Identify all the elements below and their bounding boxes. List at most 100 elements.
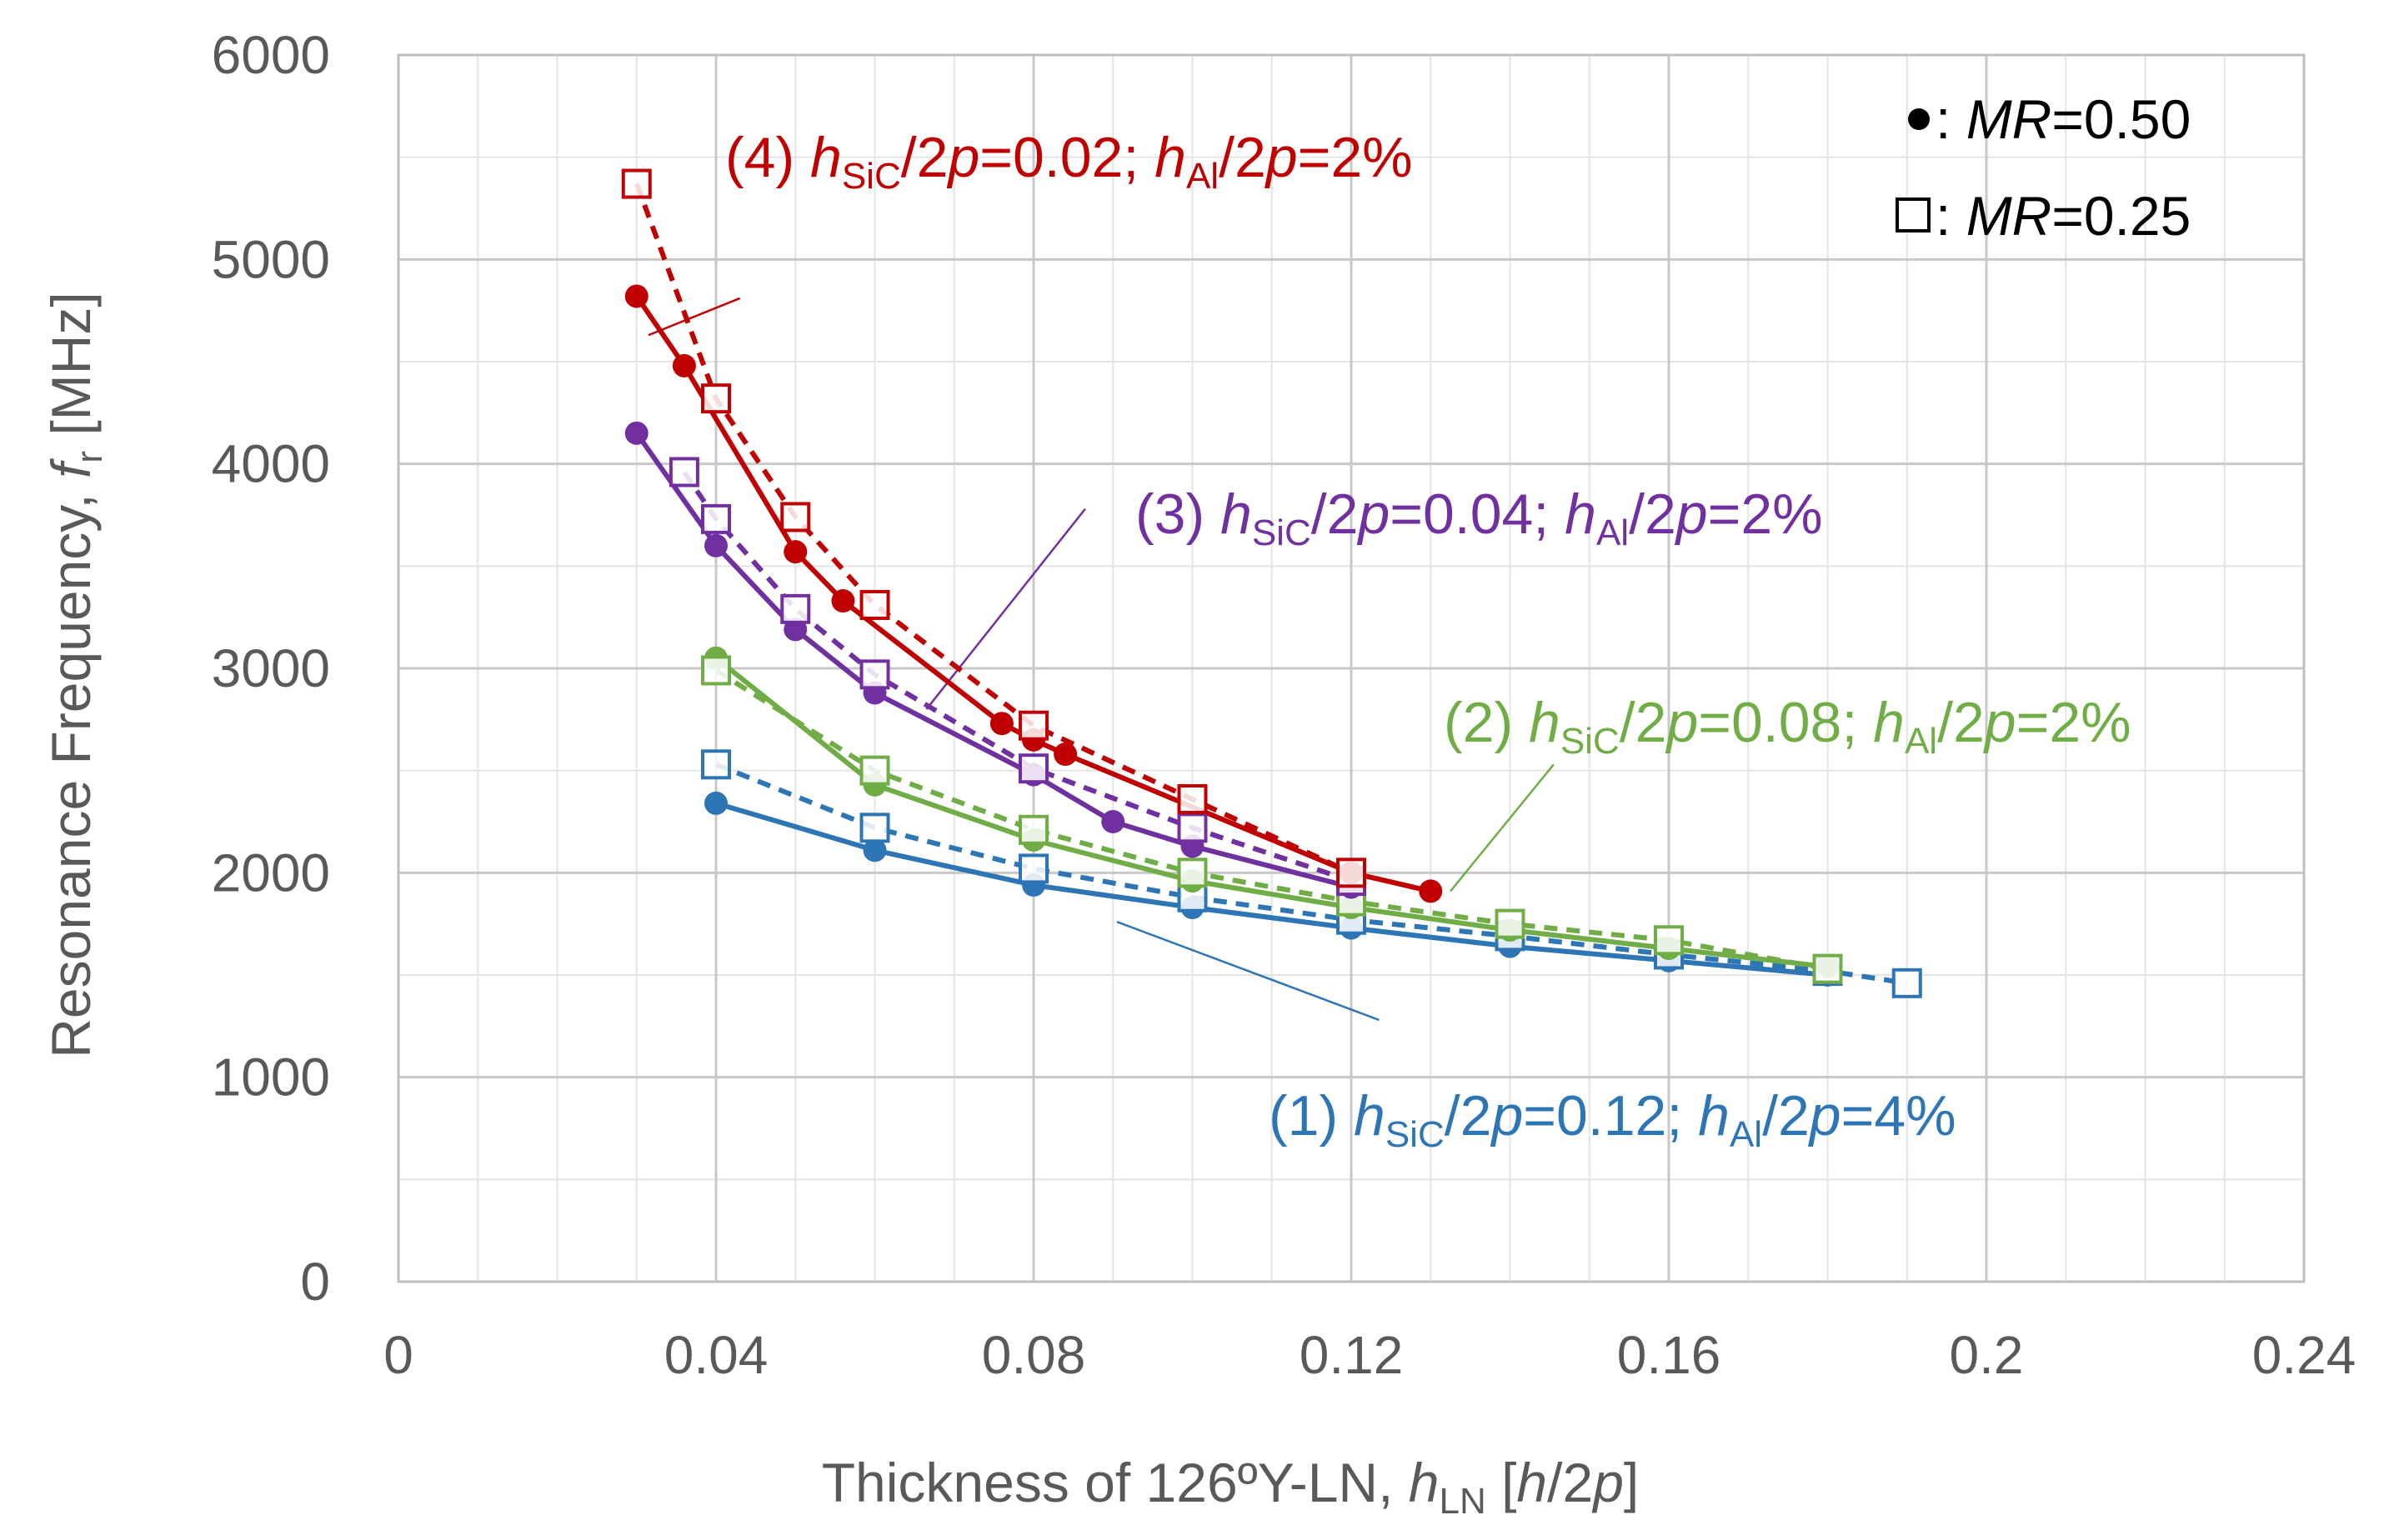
annotation-3-p1: p bbox=[1356, 482, 1390, 546]
y-tick-label: 6000 bbox=[212, 25, 330, 85]
x-axis-title-unit-rest: /2 bbox=[1547, 1452, 1593, 1513]
annotation-3-mid: /2 bbox=[1311, 482, 1359, 546]
annotation-leader-line-1 bbox=[1116, 921, 1380, 1022]
data-point-square-3 bbox=[780, 593, 811, 624]
data-point-square-1 bbox=[1019, 853, 1049, 884]
y-tick-labels: 0 1000 2000 3000 4000 5000 6000 bbox=[212, 25, 330, 1312]
data-point-square-2 bbox=[701, 655, 731, 686]
data-point-square-4 bbox=[621, 168, 652, 199]
annotation-4-sub2: Al bbox=[1186, 156, 1219, 197]
legend-entry-mr-050-value: =0.50 bbox=[2051, 88, 2191, 150]
plot-area-border bbox=[397, 53, 2306, 1283]
annotation-3-val1: =0.04; bbox=[1390, 482, 1565, 546]
data-point-square-2 bbox=[1019, 814, 1049, 845]
annotation-4-var2: h bbox=[1154, 126, 1186, 189]
annotation-3-val2: =2% bbox=[1708, 482, 1823, 546]
annotation-4-sub1: SiC bbox=[842, 156, 901, 197]
y-tick-label: 1000 bbox=[212, 1048, 330, 1108]
data-point-square-4 bbox=[1177, 784, 1208, 815]
data-point-square-3 bbox=[701, 503, 731, 534]
annotation-2-sub2: Al bbox=[1905, 721, 1937, 762]
annotation-leader-line-2 bbox=[1450, 763, 1555, 892]
legend-filled-circle-marker bbox=[1908, 108, 1930, 130]
data-point-circle-3 bbox=[624, 421, 649, 445]
data-point-square-3 bbox=[859, 659, 890, 690]
annotation-1-prefix: (1) bbox=[1269, 1084, 1354, 1148]
annotation-4-mid2: /2 bbox=[1219, 126, 1266, 189]
data-point-square-4 bbox=[1336, 858, 1366, 888]
annotation-1-var2: h bbox=[1698, 1084, 1730, 1148]
annotation-3-mid2: /2 bbox=[1629, 482, 1676, 546]
annotation-3-p2: p bbox=[1675, 482, 1708, 546]
data-point-circle-4 bbox=[1419, 879, 1443, 903]
data-point-circle-4 bbox=[672, 353, 696, 378]
data-point-circle-4 bbox=[784, 540, 808, 564]
data-point-square-1 bbox=[859, 812, 890, 843]
annotation-4-val2: =2% bbox=[1298, 126, 1413, 189]
data-point-square-4 bbox=[1019, 710, 1049, 741]
x-tick-label: 0.12 bbox=[1300, 1325, 1404, 1385]
y-axis-title-sub: r bbox=[69, 451, 110, 463]
annotation-leader-line-3 bbox=[925, 508, 1086, 710]
x-axis-title-var: h bbox=[1409, 1452, 1440, 1513]
annotation-2-val2: =2% bbox=[2016, 691, 2131, 754]
x-axis-title: Thickness of 126ºY-LN, hLN [h/2p] bbox=[822, 1452, 1640, 1522]
x-tick-label: 0.24 bbox=[2252, 1325, 2356, 1385]
x-tick-label: 0 bbox=[383, 1325, 413, 1385]
x-tick-label: 0.16 bbox=[1617, 1325, 1721, 1385]
series-line-1-mr-050 bbox=[715, 801, 1828, 978]
data-point-circle-4 bbox=[1054, 742, 1078, 767]
y-tick-label: 4000 bbox=[212, 434, 330, 494]
legend-entry-mr-050-var: MR bbox=[1966, 88, 2052, 150]
data-point-square-3 bbox=[1177, 812, 1208, 843]
annotation-3: (3) hSiC/2p=0.04; hAl/2p=2% bbox=[1135, 482, 1823, 553]
y-tick-label: 2000 bbox=[212, 842, 330, 902]
data-point-circle-1 bbox=[863, 838, 887, 862]
annotation-1-val1: =0.12; bbox=[1523, 1084, 1698, 1148]
x-axis-title-main: Thickness of 126ºY-LN, bbox=[822, 1452, 1409, 1513]
data-point-square-3 bbox=[669, 457, 699, 488]
annotation-1-p2: p bbox=[1808, 1084, 1841, 1148]
x-tick-label: 0.08 bbox=[982, 1325, 1086, 1385]
x-axis-title-unit-p: p bbox=[1591, 1452, 1624, 1513]
legend-entry-mr-050-prefix: : bbox=[1936, 88, 1966, 150]
annotation-4-p1: p bbox=[946, 126, 979, 189]
x-axis-title-sub: LN bbox=[1439, 1481, 1485, 1522]
data-point-circle-4 bbox=[989, 712, 1014, 736]
data-point-square-2 bbox=[1654, 925, 1684, 956]
data-point-square-2 bbox=[859, 755, 890, 786]
series-annotations: (4) hSiC/2p=0.02; hAl/2p=2% (3) hSiC/2p=… bbox=[725, 126, 2131, 1155]
x-tick-labels: 0 0.04 0.08 0.12 0.16 0.2 0.24 bbox=[383, 1325, 2356, 1385]
series-markers bbox=[621, 168, 1922, 998]
x-axis-title-unit-open: [ bbox=[1486, 1452, 1517, 1513]
annotation-leader-line-4 bbox=[648, 297, 741, 337]
data-point-square-4 bbox=[859, 589, 890, 620]
data-point-square-4 bbox=[701, 383, 731, 414]
annotation-1: (1) hSiC/2p=0.12; hAl/2p=4% bbox=[1269, 1084, 1956, 1155]
annotation-2-p2: p bbox=[1983, 691, 2016, 754]
annotation-2-mid: /2 bbox=[1620, 691, 1667, 754]
y-tick-label: 3000 bbox=[212, 638, 330, 698]
annotation-4-p2: p bbox=[1265, 126, 1298, 189]
series-line-2-mr-050 bbox=[714, 656, 1828, 970]
annotation-2-sub1: SiC bbox=[1560, 721, 1620, 762]
legend-entry-mr-025: : MR=0.25 bbox=[1936, 185, 2191, 247]
annotation-2-prefix: (2) bbox=[1444, 691, 1529, 754]
annotation-3-prefix: (3) bbox=[1135, 482, 1220, 546]
data-point-circle-3 bbox=[1101, 810, 1125, 833]
legend: : MR=0.50 : MR=0.25 bbox=[1896, 88, 2191, 247]
legend-entry-mr-025-prefix: : bbox=[1936, 185, 1966, 247]
y-axis-title-unit: [MHz] bbox=[40, 292, 102, 451]
annotation-4: (4) hSiC/2p=0.02; hAl/2p=2% bbox=[725, 126, 1413, 197]
annotation-3-sub1: SiC bbox=[1252, 512, 1311, 553]
data-point-square-2 bbox=[1812, 953, 1843, 984]
annotation-1-var1: h bbox=[1354, 1084, 1385, 1148]
legend-open-square-marker bbox=[1896, 198, 1931, 232]
y-tick-label: 5000 bbox=[212, 229, 330, 289]
annotation-4-val1: =0.02; bbox=[979, 126, 1154, 189]
annotation-4-prefix: (4) bbox=[725, 126, 810, 189]
annotation-1-val2: =4% bbox=[1841, 1084, 1956, 1148]
leader-lines bbox=[648, 297, 1555, 1022]
annotation-1-mid2: /2 bbox=[1762, 1084, 1810, 1148]
annotation-3-var2: h bbox=[1565, 482, 1596, 546]
